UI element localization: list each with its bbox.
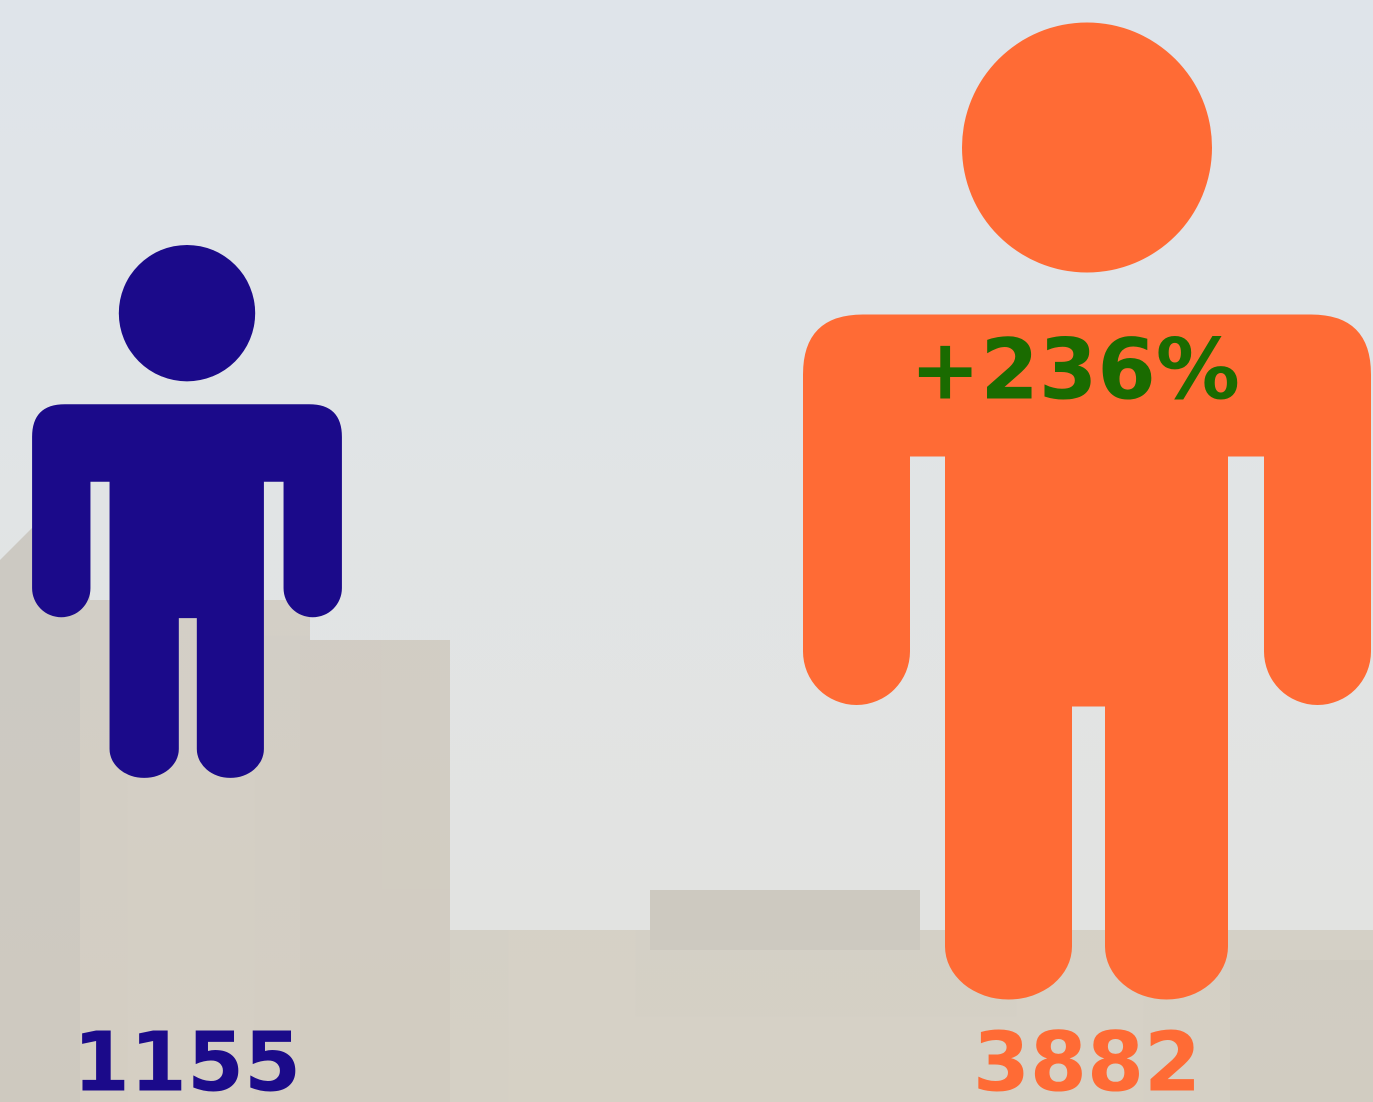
person-head xyxy=(962,22,1212,273)
value-label: 3882 xyxy=(973,1015,1201,1102)
person-body xyxy=(32,404,342,778)
person-icon xyxy=(803,22,1371,1000)
annotation: +236% xyxy=(910,320,1240,418)
person-icon xyxy=(32,244,342,778)
value-label: 1155 xyxy=(73,1015,301,1102)
person-head xyxy=(118,244,256,382)
person-body xyxy=(803,314,1371,1000)
